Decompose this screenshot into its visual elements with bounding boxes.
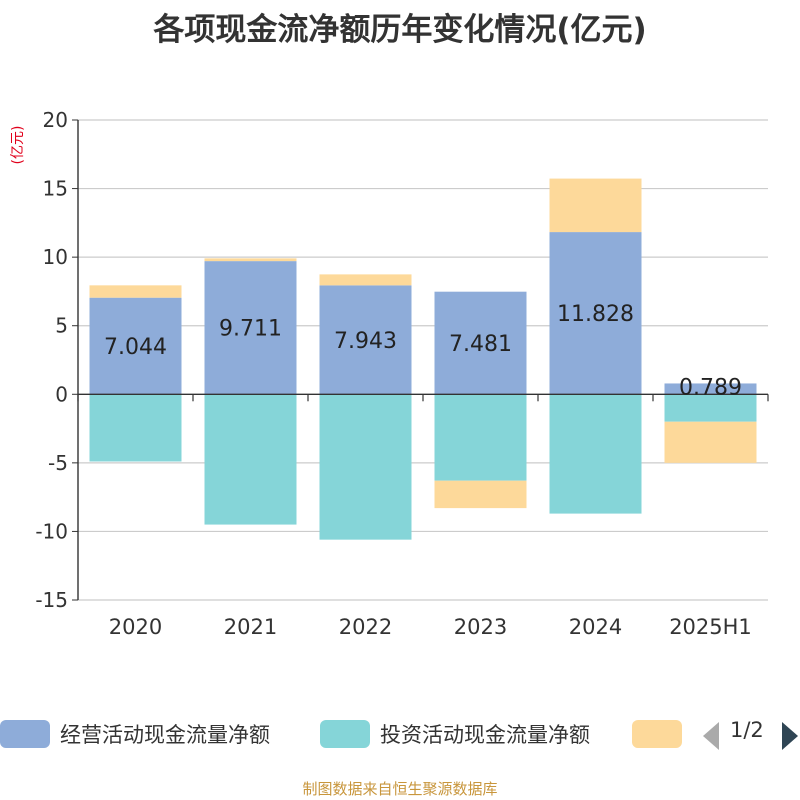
legend-swatch-third [632,720,682,748]
legend-item-third[interactable] [632,716,692,752]
y-unit-label: (亿元) [10,126,26,165]
legend-swatch-investing [320,720,370,748]
bar-data-label: 7.943 [334,329,397,354]
bar-segment-series-1[interactable] [204,394,297,525]
bar-segment-series-1[interactable] [434,394,527,481]
legend-item-operating[interactable]: 经营活动现金流量净额 [0,716,270,752]
legend-next-arrow-icon[interactable] [782,722,798,750]
x-tick-label: 2020 [109,615,162,639]
bar-data-label: 0.789 [679,375,742,400]
axes: 20 15 10 5 0 -5 -10 -15 2020 2021 2022 2023 2024 2025… [35,108,769,639]
bar-data-label: 9.711 [219,317,282,342]
y-tick-label: -10 [35,519,68,543]
legend-prev-arrow-icon[interactable] [703,722,719,750]
bar-segment-series-1[interactable] [89,394,182,462]
bar-segment-series-0[interactable] [549,232,642,395]
y-tick-label: 20 [43,108,68,132]
bar-segment-series-2[interactable] [319,274,412,286]
y-tick-label: 10 [43,245,68,269]
bar-segment-series-2[interactable] [204,258,297,262]
chart-title: 各项现金流净额历年变化情况(亿元) [153,12,647,48]
legend-page-indicator: 1/2 [730,718,764,742]
bar-segment-series-2[interactable] [664,421,757,463]
x-tick-label: 2022 [339,615,392,639]
bar-segment-series-2[interactable] [434,480,527,509]
y-tick-label: -15 [35,588,68,612]
bar-segment-series-1[interactable] [664,394,757,422]
bar-segment-series-2[interactable] [549,178,642,233]
legend-label-investing: 投资活动现金流量净额 [380,723,590,747]
x-tick-label: 2025H1 [669,615,752,639]
bar-segment-series-0[interactable] [204,261,297,395]
y-tick-label: 5 [55,314,68,338]
bar-segment-series-1[interactable] [319,394,412,540]
legend-label-operating: 经营活动现金流量净额 [60,723,270,747]
y-tick-label: -5 [48,451,68,475]
bar-segment-series-0[interactable] [319,285,412,395]
data-labels: 7.044 9.711 7.943 7.481 11.828 0.789 [104,302,742,400]
y-tick-label: 0 [55,382,68,406]
bar-segment-series-0[interactable] [434,291,527,395]
grid-lines [78,119,768,601]
x-tick-label: 2021 [224,615,277,639]
y-tick-label: 15 [43,177,68,201]
x-tick-label: 2024 [569,615,622,639]
legend-item-investing[interactable]: 投资活动现金流量净额 [320,716,590,752]
bar-data-label: 7.044 [104,335,167,360]
bar-segment-series-2[interactable] [89,285,182,298]
bar-data-label: 7.481 [449,332,512,357]
bar-segment-series-1[interactable] [549,394,642,514]
bar-data-label: 11.828 [557,302,634,327]
legend-swatch-operating [0,720,50,748]
source-note: 制图数据来自恒生聚源数据库 [302,780,498,798]
bars [89,178,757,540]
x-tick-label: 2023 [454,615,507,639]
bar-segment-series-0[interactable] [664,383,757,395]
bar-segment-series-0[interactable] [89,297,182,395]
